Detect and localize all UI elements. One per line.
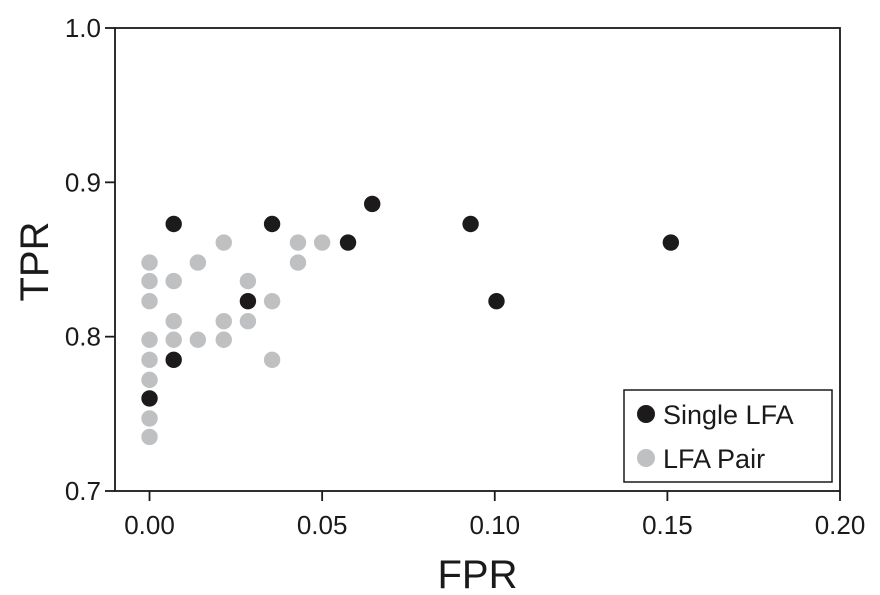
point-lfa-pair bbox=[141, 292, 158, 310]
point-single-lfa bbox=[339, 234, 357, 251]
point-single-lfa bbox=[165, 351, 182, 369]
point-lfa-pair bbox=[141, 254, 158, 271]
legend-label-lfa-pair: LFA Pair bbox=[663, 444, 765, 474]
y-tick-label: 0.7 bbox=[65, 476, 101, 506]
point-lfa-pair bbox=[215, 331, 232, 348]
point-single-lfa bbox=[239, 292, 257, 310]
x-tick-label: 0.10 bbox=[469, 510, 520, 540]
point-lfa-pair bbox=[165, 313, 182, 330]
y-tick-label: 0.8 bbox=[65, 322, 101, 352]
legend: Single LFA LFA Pair bbox=[623, 389, 833, 483]
point-lfa-pair bbox=[141, 331, 158, 348]
x-axis-label: FPR bbox=[438, 553, 518, 595]
point-lfa-pair bbox=[141, 428, 158, 446]
point-lfa-pair bbox=[141, 351, 158, 369]
legend-box bbox=[623, 389, 833, 483]
x-tick-label: 0.00 bbox=[124, 510, 175, 540]
point-single-lfa bbox=[462, 215, 479, 233]
point-lfa-pair bbox=[141, 371, 158, 389]
point-lfa-pair bbox=[313, 234, 331, 251]
point-lfa-pair bbox=[189, 331, 207, 348]
point-single-lfa bbox=[662, 234, 680, 251]
y-tick-label: 0.9 bbox=[65, 167, 101, 197]
point-single-lfa bbox=[165, 215, 182, 233]
point-lfa-pair bbox=[189, 254, 207, 271]
data-points bbox=[141, 195, 680, 446]
point-lfa-pair bbox=[215, 234, 232, 251]
x-tick-label: 0.15 bbox=[642, 510, 693, 540]
y-axis-ticks: 0.7 0.8 0.9 1.0 bbox=[65, 13, 115, 506]
point-lfa-pair bbox=[141, 272, 158, 290]
point-lfa-pair bbox=[165, 331, 182, 348]
y-axis-label: TPR bbox=[13, 222, 57, 302]
x-tick-label: 0.05 bbox=[297, 510, 348, 540]
point-lfa-pair bbox=[215, 313, 232, 330]
point-lfa-pair bbox=[141, 410, 158, 427]
point-single-lfa bbox=[488, 292, 505, 310]
legend-marker-single-lfa bbox=[637, 405, 655, 423]
point-lfa-pair bbox=[263, 292, 281, 310]
point-single-lfa bbox=[141, 390, 158, 407]
plot-frame bbox=[114, 27, 841, 492]
point-lfa-pair bbox=[289, 234, 307, 251]
y-tick-label: 1.0 bbox=[65, 13, 101, 43]
legend-marker-lfa-pair bbox=[637, 449, 655, 467]
x-axis-ticks: 0.00 0.05 0.10 0.15 0.20 bbox=[124, 491, 865, 540]
legend-label-single-lfa: Single LFA bbox=[663, 400, 794, 430]
x-tick-label: 0.20 bbox=[815, 510, 866, 540]
point-lfa-pair bbox=[239, 313, 257, 330]
point-lfa-pair bbox=[239, 272, 257, 290]
point-lfa-pair bbox=[263, 351, 281, 369]
point-lfa-pair bbox=[289, 254, 307, 271]
point-lfa-pair bbox=[165, 272, 182, 290]
point-single-lfa bbox=[263, 215, 281, 233]
point-single-lfa bbox=[364, 195, 381, 213]
